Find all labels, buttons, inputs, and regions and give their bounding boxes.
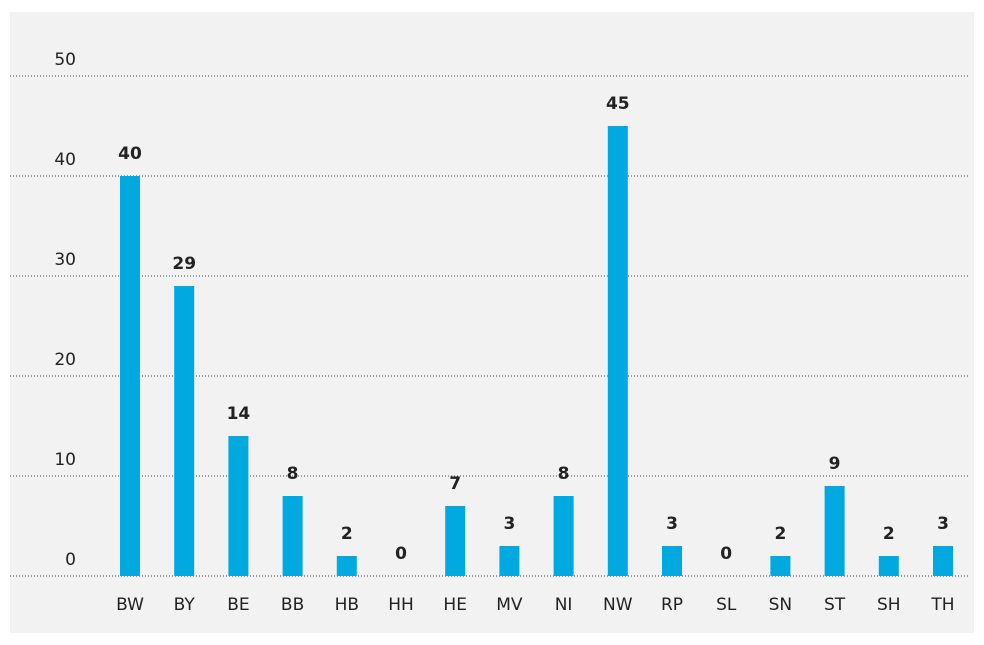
data-label: 3 (503, 514, 515, 534)
y-tick-label: 10 (54, 450, 76, 470)
data-label: 2 (883, 524, 895, 544)
bar (662, 546, 682, 576)
x-tick-label: BY (174, 595, 196, 615)
bar (120, 176, 140, 576)
chart-background (10, 12, 974, 633)
x-tick-label: SN (769, 595, 793, 615)
bar (336, 556, 357, 576)
bar (878, 556, 899, 576)
data-label: 3 (666, 514, 678, 534)
x-tick-label: MV (496, 595, 523, 615)
data-label: 8 (558, 464, 570, 484)
x-tick-label: SL (716, 595, 737, 615)
x-tick-label: ST (824, 595, 846, 615)
bar (553, 496, 574, 576)
bar (228, 436, 249, 576)
y-tick-label: 40 (54, 150, 76, 170)
x-tick-label: RP (661, 595, 683, 615)
bar (174, 286, 195, 576)
x-tick-label: SH (877, 595, 901, 615)
bar (445, 506, 466, 576)
x-tick-label: BE (227, 595, 249, 615)
bar (282, 496, 303, 576)
data-label: 9 (829, 454, 841, 474)
bar (824, 486, 845, 576)
y-tick-label: 30 (54, 250, 76, 270)
data-label: 45 (606, 94, 630, 114)
data-label: 29 (172, 254, 196, 274)
y-tick-label: 0 (65, 550, 76, 570)
y-tick-label: 50 (54, 50, 76, 70)
data-label: 2 (341, 524, 353, 544)
x-tick-label: HE (443, 595, 467, 615)
x-tick-label: HH (388, 595, 414, 615)
data-label: 0 (720, 544, 732, 564)
x-tick-label: NI (555, 595, 573, 615)
x-tick-label: BW (116, 595, 144, 615)
y-tick-label: 20 (54, 350, 76, 370)
bar (770, 556, 791, 576)
bar (607, 126, 628, 576)
x-tick-label: NW (603, 595, 633, 615)
x-tick-label: HB (335, 595, 359, 615)
data-label: 3 (937, 514, 949, 534)
bar (499, 546, 520, 576)
data-label: 7 (449, 474, 461, 494)
x-tick-label: TH (930, 595, 954, 615)
data-label: 40 (118, 144, 142, 164)
data-label: 2 (774, 524, 786, 544)
data-label: 14 (227, 404, 251, 424)
data-label: 0 (395, 544, 407, 564)
bar (933, 546, 953, 576)
data-label: 8 (287, 464, 299, 484)
x-tick-label: BB (281, 595, 304, 615)
